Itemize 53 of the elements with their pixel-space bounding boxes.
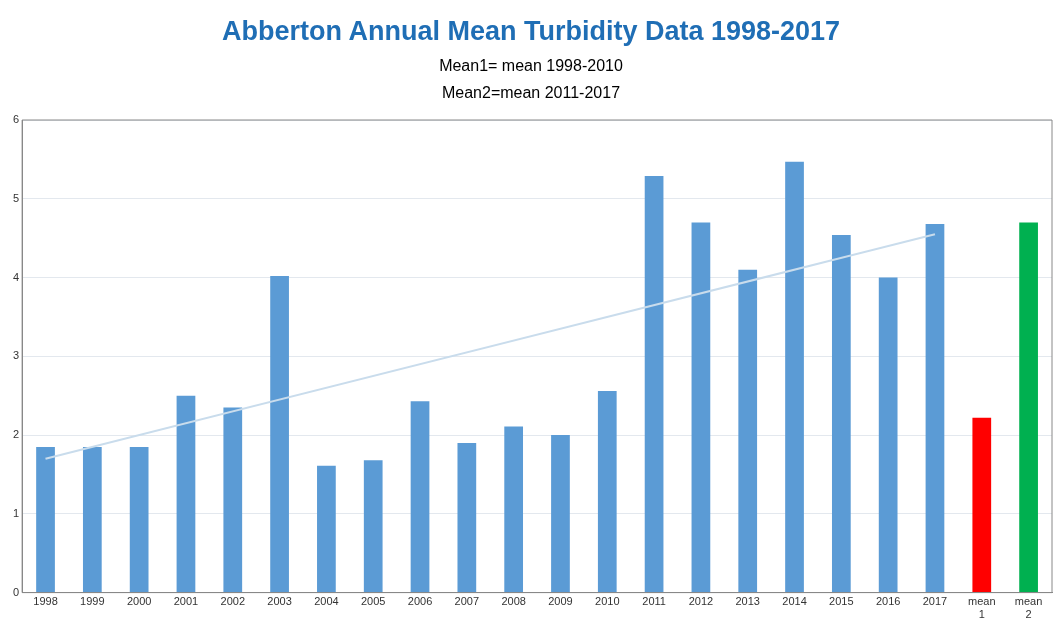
- bar: [317, 465, 336, 593]
- bar: [785, 161, 804, 593]
- bar: [270, 275, 289, 593]
- bar: [82, 446, 102, 593]
- y-tick-label: 2: [12, 428, 20, 441]
- x-tick-label: 2017: [922, 595, 948, 608]
- y-tick-label: 6: [12, 113, 20, 126]
- x-tick-label: mean 1: [968, 595, 996, 621]
- bar: [972, 417, 992, 593]
- x-tick-label: 2007: [454, 595, 480, 608]
- y-tick-label: 0: [12, 585, 20, 598]
- bar: [363, 460, 383, 593]
- bar: [831, 235, 851, 593]
- x-tick-label: 2015: [829, 595, 854, 608]
- x-tick-label: 2012: [688, 595, 714, 608]
- x-tick-label: 2008: [501, 595, 526, 608]
- y-tick-label: 1: [12, 506, 20, 519]
- bar: [878, 277, 898, 593]
- y-tick-label: 3: [12, 349, 20, 362]
- x-tick-label: 2013: [735, 595, 760, 608]
- x-tick-label: 2016: [875, 595, 901, 608]
- bar: [129, 446, 149, 593]
- x-tick-label: 2000: [126, 595, 152, 608]
- chart-title: Abberton Annual Mean Turbidity Data 1998-2017: [220, 16, 842, 47]
- x-tick-label: 2009: [548, 595, 573, 608]
- bar: [691, 222, 711, 593]
- x-tick-label: 2014: [782, 595, 807, 608]
- bar: [36, 446, 55, 593]
- bar: [1019, 222, 1038, 593]
- bar: [176, 395, 196, 593]
- bar: [551, 435, 570, 593]
- x-tick-label: 2004: [314, 595, 339, 608]
- bar: [410, 401, 430, 593]
- y-tick-label: 4: [12, 270, 20, 283]
- x-tick-label: 2010: [595, 595, 620, 608]
- x-tick-label: 2011: [642, 595, 666, 608]
- y-tick-label: 5: [12, 191, 20, 204]
- x-tick-label: 1998: [33, 595, 58, 608]
- x-tick-label: 2002: [220, 595, 246, 608]
- bar: [597, 390, 617, 593]
- x-tick-label: 2006: [407, 595, 433, 608]
- x-tick-label: mean 2: [1014, 595, 1043, 621]
- chart-subtitle: Mean1= mean 1998-2010 Mean2=mean 2011-2017: [438, 56, 624, 103]
- bar: [738, 269, 758, 593]
- bar: [223, 407, 243, 593]
- x-tick-label: 1999: [80, 595, 105, 608]
- bar: [504, 426, 524, 593]
- x-tick-label: 2003: [267, 595, 292, 608]
- bar: [925, 223, 945, 593]
- bar: [644, 175, 664, 593]
- bar: [457, 442, 477, 593]
- x-tick-label: 2005: [360, 595, 386, 608]
- x-tick-label: 2001: [173, 595, 199, 608]
